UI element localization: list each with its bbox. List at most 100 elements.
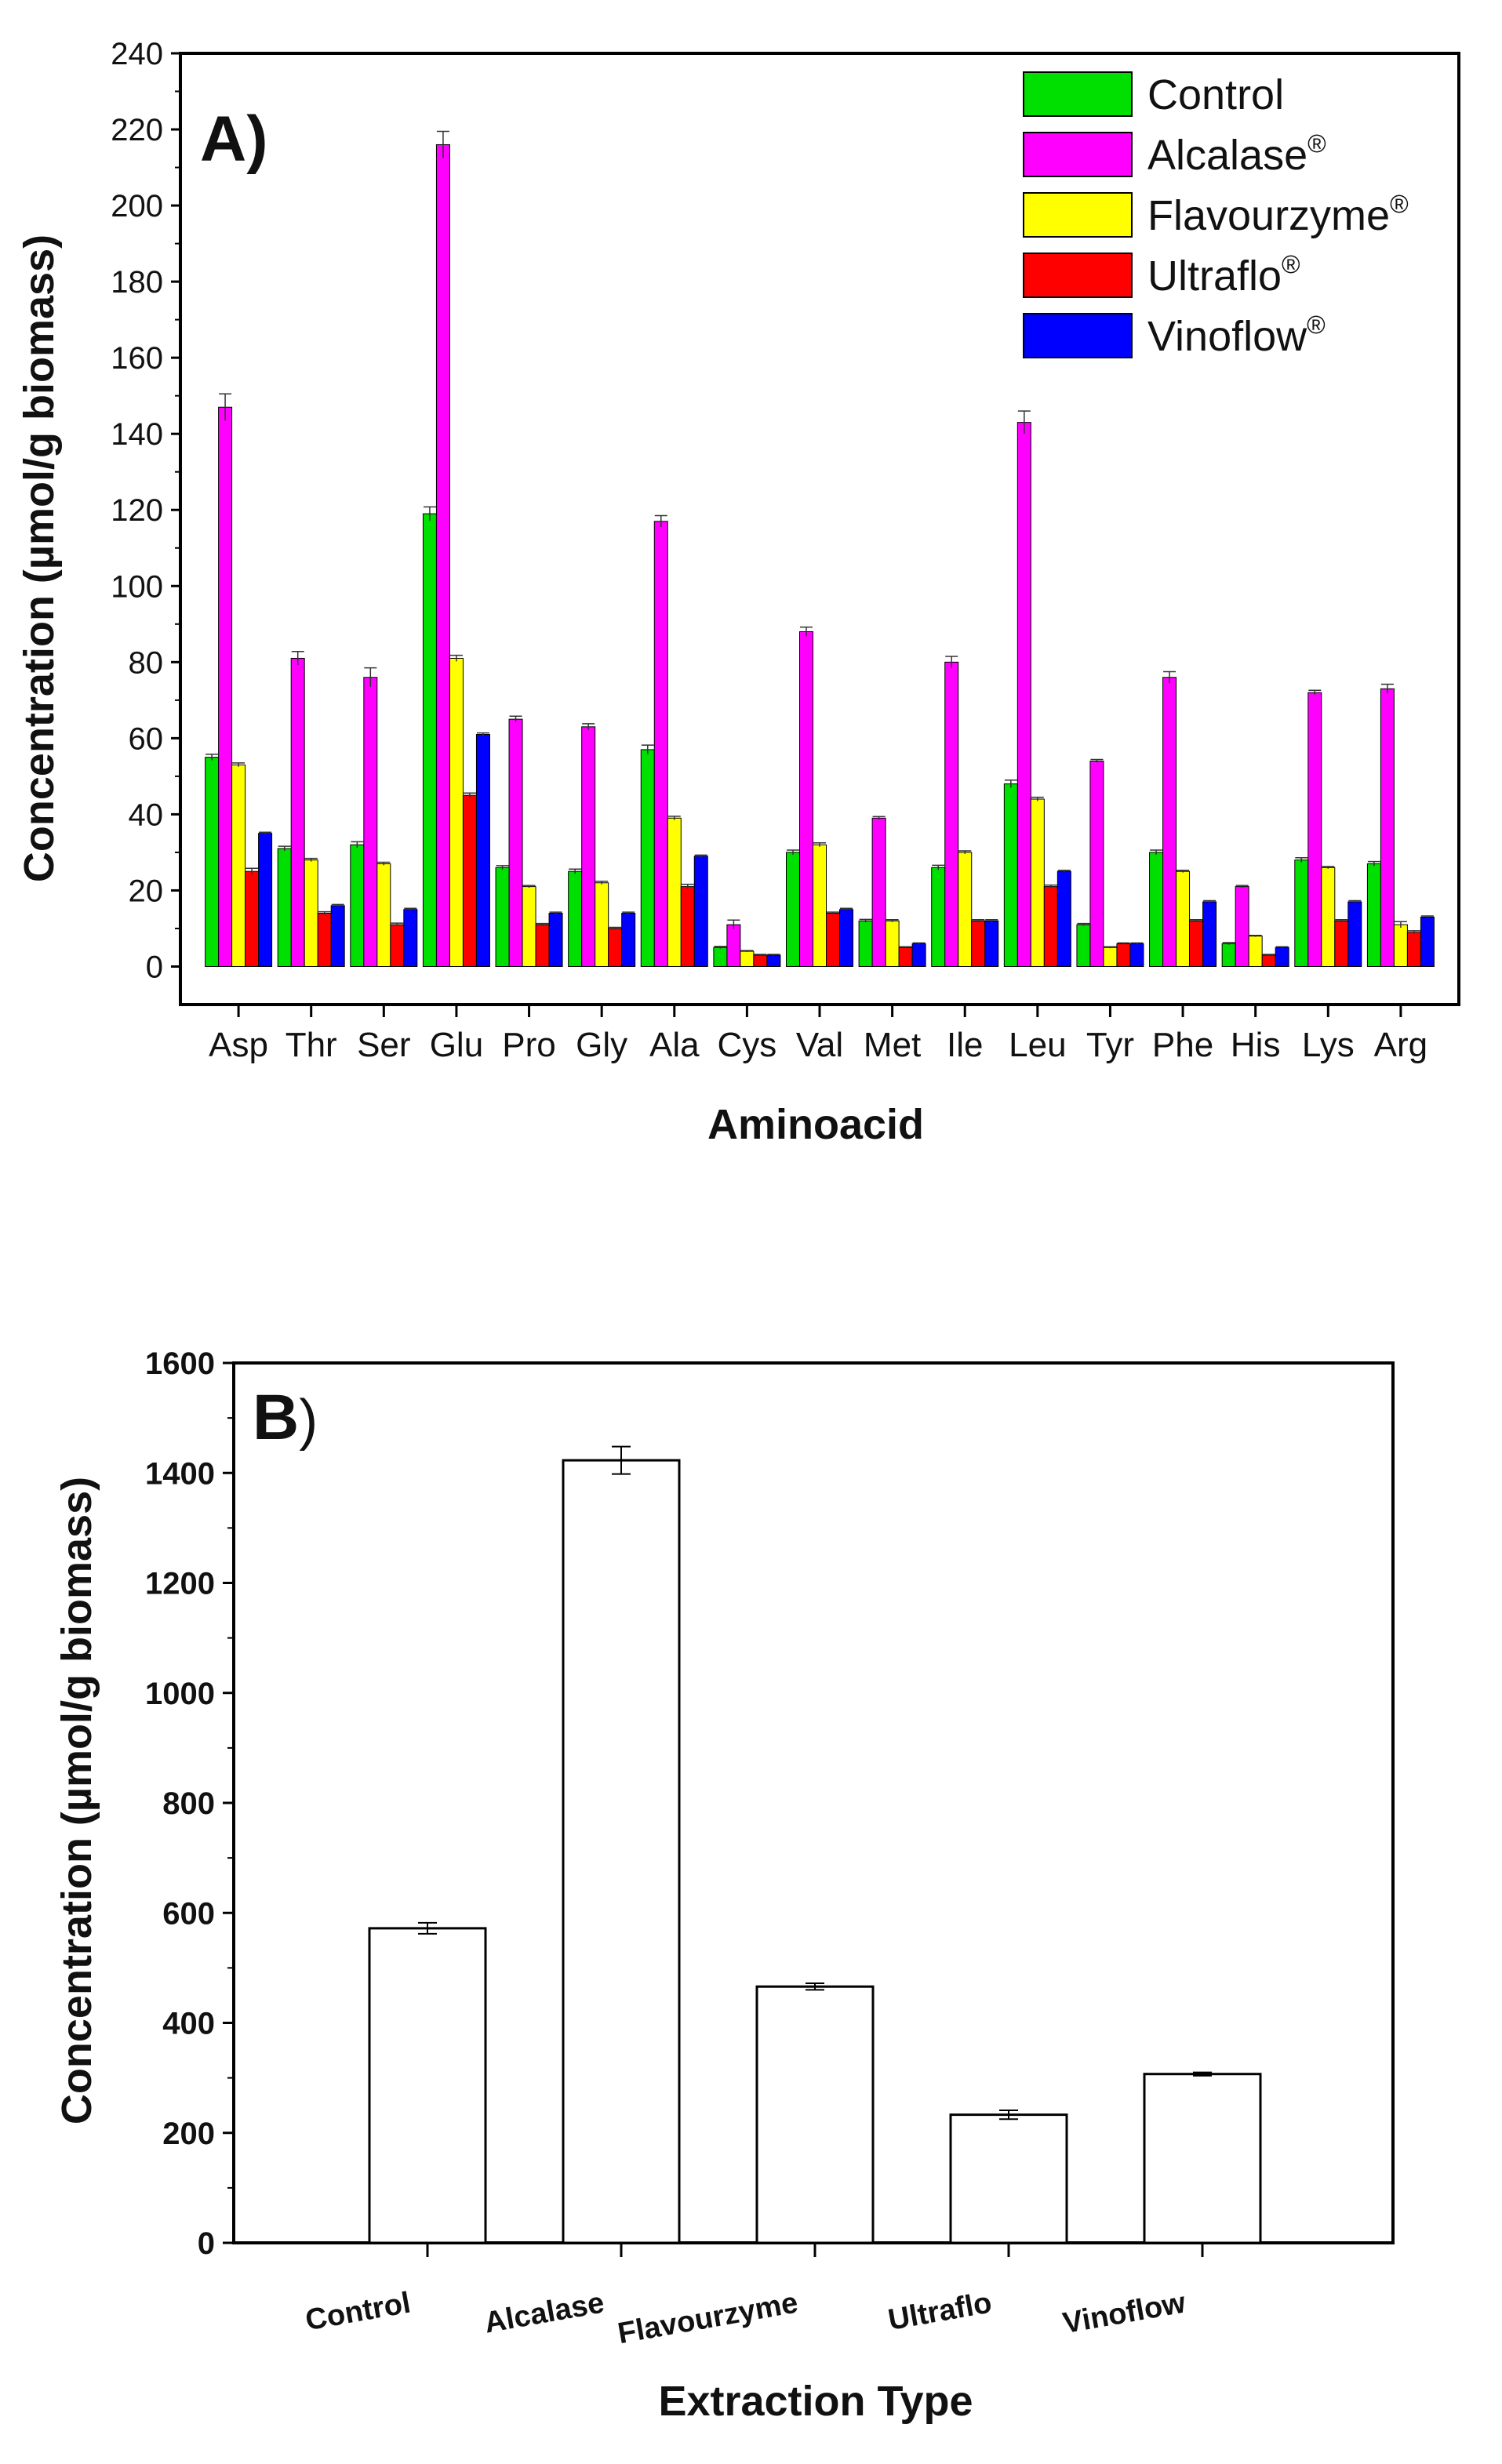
y-tick-label-80: 80 — [129, 645, 164, 680]
legend-name-ultraflo: Ultraflo — [1147, 253, 1282, 300]
b-y-tick-label-1000: 1000 — [145, 1677, 215, 1711]
bar-vinoflow-ser — [403, 909, 418, 967]
b-y-tick-label-400: 400 — [162, 2007, 215, 2041]
legend-swatch-control — [1023, 71, 1133, 117]
y-tick-label-220: 220 — [111, 113, 163, 147]
bar-control-thr — [277, 848, 292, 967]
b-y-tick-label-600: 600 — [162, 1896, 215, 1931]
bar-alcalase-ile — [944, 661, 959, 967]
bar-vinoflow-ala — [693, 856, 708, 967]
panel-b-chart: 0 200 400 600 800 1000 1200 1400 1600 Control Alc… — [53, 1346, 1395, 2425]
bar-alcalase-cys — [726, 924, 741, 967]
bar-flavourzyme-gly — [595, 882, 609, 967]
bar-flavourzyme-arg — [1393, 924, 1408, 967]
bar-vinoflow-tyr — [1129, 943, 1144, 967]
b-x-tick-label-flavourzyme: Flavourzyme — [615, 2287, 800, 2351]
legend-registered-mark-flavourzyme: ® — [1390, 190, 1409, 218]
bar-ultraflo-ala — [680, 886, 695, 967]
b-bar-ultraflo — [949, 2113, 1068, 2244]
bar-flavourzyme-ile — [958, 852, 973, 967]
b-bar-control — [368, 1927, 487, 2244]
panel-b-y-axis: 0 200 400 600 800 1000 1200 1400 1600 — [145, 1346, 234, 2261]
panel-a-chart: 0 20 40 60 80 100 120 140 160 180 200 220 240 Asp Thr… — [16, 37, 1460, 1148]
x-tick-label-pro: Pro — [502, 1026, 555, 1064]
panel-b-bars — [368, 1445, 1262, 2244]
bar-vinoflow-thr — [330, 905, 345, 967]
panel-b-label-paren: ) — [299, 1389, 318, 1452]
bar-control-gly — [568, 870, 583, 967]
bar-alcalase-glu — [435, 144, 450, 967]
bar-vinoflow-lys — [1347, 901, 1362, 967]
b-x-tick-label-vinoflow: Vinoflow — [1060, 2286, 1188, 2340]
legend-swatch-ultraflo — [1023, 253, 1133, 298]
b-y-tick-label-0: 0 — [198, 2226, 215, 2261]
bar-vinoflow-pro — [548, 913, 563, 967]
bar-flavourzyme-cys — [740, 950, 755, 967]
b-bar-alcalase — [562, 1459, 681, 2244]
y-tick-label-140: 140 — [111, 417, 163, 452]
bar-ultraflo-tyr — [1116, 943, 1131, 967]
bar-ultraflo-pro — [535, 924, 550, 967]
legend-name-vinoflow: Vinoflow — [1147, 313, 1307, 360]
y-tick-label-200: 200 — [111, 189, 163, 224]
bar-ultraflo-cys — [753, 954, 768, 967]
bar-control-phe — [1149, 852, 1164, 967]
bar-flavourzyme-pro — [522, 886, 536, 967]
b-x-tick-label-ultraflo: Ultraflo — [886, 2287, 994, 2337]
bar-control-ile — [931, 867, 946, 967]
bar-control-val — [786, 852, 800, 967]
y-tick-label-60: 60 — [129, 721, 164, 756]
panel-a-bars — [205, 130, 1435, 967]
bar-control-ala — [640, 749, 655, 967]
bar-ultraflo-ile — [971, 920, 986, 967]
bar-alcalase-asp — [218, 406, 233, 967]
bar-alcalase-thr — [290, 657, 305, 967]
bar-ultraflo-leu — [1043, 886, 1058, 967]
bar-flavourzyme-tyr — [1103, 947, 1118, 967]
bar-vinoflow-arg — [1420, 916, 1435, 967]
bar-ultraflo-asp — [245, 870, 260, 967]
x-tick-label-tyr: Tyr — [1086, 1026, 1134, 1064]
x-tick-label-cys: Cys — [717, 1026, 776, 1064]
legend-registered-mark-alcalase: ® — [1307, 129, 1326, 158]
legend-label-ultraflo: Ultraflo® — [1147, 250, 1300, 300]
bar-control-arg — [1366, 863, 1381, 967]
panel-b-y-axis-title: Concentration (µmol/g biomass) — [53, 1477, 100, 2124]
x-tick-label-ala: Ala — [649, 1026, 700, 1064]
bar-alcalase-val — [799, 631, 813, 967]
bar-ultraflo-met — [898, 947, 913, 967]
bar-flavourzyme-glu — [449, 657, 464, 967]
b-y-tick-label-800: 800 — [162, 1786, 215, 1821]
bar-control-met — [858, 920, 873, 967]
bar-flavourzyme-asp — [231, 764, 246, 967]
panel-a-y-axis-title: Concentration (µmol/g biomass) — [16, 234, 63, 882]
bar-ultraflo-arg — [1406, 932, 1421, 967]
x-tick-label-gly: Gly — [576, 1026, 627, 1064]
bar-flavourzyme-his — [1248, 936, 1263, 967]
bar-control-leu — [1003, 783, 1018, 967]
x-tick-label-lys: Lys — [1302, 1026, 1355, 1064]
b-x-tick-label-alcalase: Alcalase — [482, 2287, 606, 2340]
panel-a-label: A) — [200, 104, 268, 175]
bar-control-his — [1221, 943, 1236, 967]
legend-swatch-flavourzyme — [1023, 192, 1133, 238]
bar-alcalase-leu — [1016, 422, 1031, 967]
legend-registered-mark-vinoflow: ® — [1307, 311, 1326, 339]
bar-control-lys — [1294, 859, 1309, 967]
legend-registered-mark-ultraflo: ® — [1282, 250, 1300, 278]
bar-flavourzyme-leu — [1030, 798, 1045, 967]
legend-label-alcalase: Alcalase® — [1147, 129, 1326, 179]
x-tick-label-leu: Leu — [1009, 1026, 1066, 1064]
bar-alcalase-met — [871, 817, 886, 967]
y-tick-label-240: 240 — [111, 37, 163, 71]
b-bar-vinoflow — [1143, 2073, 1262, 2244]
panel-b-label-letter: B — [253, 1382, 299, 1453]
bar-flavourzyme-met — [885, 920, 900, 967]
bar-vinoflow-ile — [984, 920, 999, 967]
legend-swatch-vinoflow — [1023, 313, 1133, 358]
bar-vinoflow-cys — [766, 954, 781, 967]
legend-label-flavourzyme: Flavourzyme® — [1147, 190, 1409, 239]
bar-control-glu — [422, 513, 437, 967]
legend-label-vinoflow: Vinoflow® — [1147, 311, 1326, 360]
